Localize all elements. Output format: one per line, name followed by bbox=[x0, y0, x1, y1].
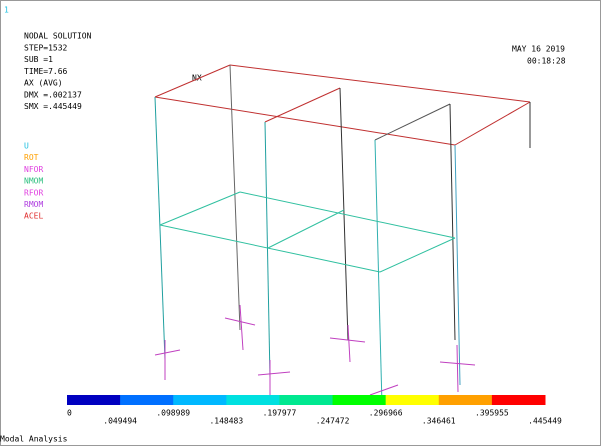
footer: Modal Analysis bbox=[0, 435, 68, 444]
legend-item: ROT bbox=[24, 153, 39, 162]
colorbar-band bbox=[226, 395, 280, 405]
colorbar-band bbox=[279, 395, 333, 405]
window-border bbox=[1, 1, 601, 446]
colorbar-label: .445449 bbox=[528, 417, 562, 426]
info-line: TIME=7.66 bbox=[24, 67, 68, 76]
colorbar-label: .148483 bbox=[209, 417, 243, 426]
legend-item: U bbox=[24, 142, 29, 151]
legend-item: NMOM bbox=[24, 177, 43, 186]
colorbar-label: .247472 bbox=[316, 417, 350, 426]
legend-item: RFOR bbox=[24, 188, 43, 197]
colorbar-band bbox=[492, 395, 546, 405]
colorbar-label: .296966 bbox=[369, 409, 403, 418]
legend-item: NFOR bbox=[24, 165, 43, 174]
colorbar-label: .395955 bbox=[475, 409, 509, 418]
colorbar-label: .197977 bbox=[263, 409, 297, 418]
info-line: SMX =.445449 bbox=[24, 102, 82, 111]
date: MAY 16 2019 bbox=[512, 45, 565, 54]
colorbar-label: .346461 bbox=[422, 417, 456, 426]
colorbar-band bbox=[439, 395, 493, 405]
info-line: STEP=1532 bbox=[24, 44, 68, 53]
time: 00:18:28 bbox=[527, 57, 566, 66]
info-line: DMX =.002137 bbox=[24, 90, 82, 99]
colorbar-label: .098989 bbox=[156, 409, 190, 418]
colorbar-band bbox=[67, 395, 121, 405]
plot-title: NODAL SOLUTION bbox=[24, 32, 92, 41]
colorbar-band bbox=[173, 395, 227, 405]
colorbar-band bbox=[333, 395, 387, 405]
colorbar-label: .049494 bbox=[103, 417, 137, 426]
legend-item: ACEL bbox=[24, 212, 43, 221]
info-line: SUB =1 bbox=[24, 55, 53, 64]
ansys-window: 1 NODAL SOLUTION MAY 16 2019 00:18:28 NX bbox=[0, 0, 601, 446]
info-line: AX (AVG) bbox=[24, 79, 63, 88]
colorbar-label: 0 bbox=[67, 409, 72, 418]
window-number: 1 bbox=[4, 6, 9, 15]
colorbar-band bbox=[120, 395, 174, 405]
colorbar-band bbox=[386, 395, 440, 405]
legend-item: RMOM bbox=[24, 200, 43, 209]
